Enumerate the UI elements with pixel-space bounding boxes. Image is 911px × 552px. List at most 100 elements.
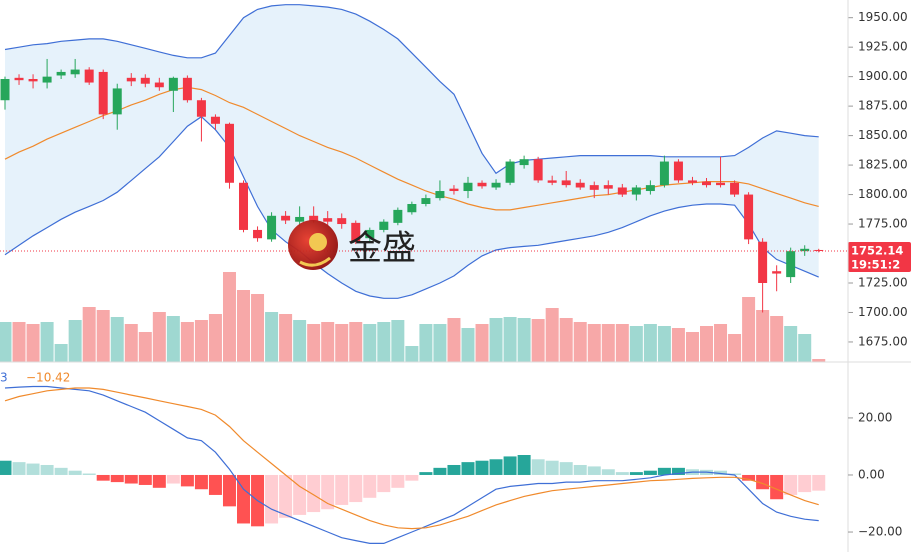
y-tick-label: 1850.00 <box>858 128 908 142</box>
volume-bar <box>208 314 222 362</box>
candle-body <box>112 88 122 115</box>
histogram-bar <box>26 463 40 475</box>
candle-body <box>561 180 571 186</box>
histogram-bar <box>489 459 503 475</box>
histogram-bar <box>587 466 601 475</box>
candle-body <box>42 76 52 83</box>
histogram-bar <box>335 474 349 505</box>
candle-body <box>0 79 10 101</box>
candle-body <box>393 209 403 223</box>
macd-line <box>4 387 819 530</box>
volume-bar <box>531 319 545 362</box>
histogram-bar <box>447 464 461 475</box>
volume-bar <box>419 324 433 362</box>
candle-body <box>800 248 810 252</box>
histogram-bar <box>54 467 68 475</box>
histogram-bar <box>166 474 180 484</box>
candle-body <box>673 161 683 181</box>
histogram-bar <box>110 474 124 483</box>
volume-bar <box>321 322 335 362</box>
candle-body <box>547 180 557 183</box>
volume-bar <box>251 294 265 362</box>
candle-body <box>154 82 164 88</box>
candle-body <box>196 100 206 117</box>
macd-value: 3 <box>0 371 8 385</box>
y-tick-label: 1700.00 <box>858 305 908 319</box>
volume-bar <box>12 322 26 362</box>
candle-body <box>603 185 613 189</box>
candle-body <box>730 182 740 195</box>
histogram-bar <box>629 472 643 475</box>
histogram-bar <box>377 474 391 493</box>
volume-bar <box>489 318 503 362</box>
histogram-bar <box>756 474 770 490</box>
volume-bar <box>461 328 475 362</box>
candle-body <box>98 71 108 115</box>
candle-body <box>407 203 417 213</box>
histogram-bar <box>657 467 671 475</box>
volume-bar <box>363 324 377 362</box>
volume-bar <box>433 324 447 362</box>
volume-bar <box>68 320 82 362</box>
volume-bar <box>756 310 770 362</box>
candle-body <box>505 161 515 183</box>
volume-bar <box>601 324 615 362</box>
volume-bar <box>784 326 798 362</box>
volume-bar <box>657 326 671 362</box>
histogram-bar <box>40 464 54 475</box>
histogram-bar <box>545 460 559 475</box>
histogram-bar <box>279 474 293 518</box>
histogram-bar <box>363 474 377 498</box>
y-tick-label: 0.00 <box>858 467 885 481</box>
candle-body <box>210 116 220 124</box>
candle-body <box>84 69 94 83</box>
histogram-bar <box>96 474 110 481</box>
histogram-bar <box>531 459 545 475</box>
candle-body <box>323 218 333 222</box>
volume-bar <box>40 322 54 362</box>
band-line <box>4 4 819 175</box>
volume-bar <box>798 334 812 362</box>
candle-body <box>533 159 543 181</box>
candle-body <box>702 181 711 186</box>
watermark-text: 金盛 <box>348 229 416 269</box>
y-tick-label: 1900.00 <box>858 69 908 83</box>
histogram-bar <box>601 469 615 475</box>
volume-bar <box>0 322 12 362</box>
candle-body <box>477 182 487 187</box>
histogram-bar <box>475 460 489 475</box>
candle-body <box>814 249 824 251</box>
volume-bar <box>714 324 728 362</box>
candle-body <box>351 222 361 242</box>
histogram-bar <box>124 474 138 484</box>
histogram-bar <box>714 470 728 475</box>
histogram-bar <box>208 474 222 495</box>
candle-body <box>182 77 192 101</box>
candle-body <box>14 77 24 81</box>
candle-body <box>70 69 80 75</box>
histogram-bar <box>138 474 152 485</box>
candle-body <box>126 77 136 82</box>
volume-bar <box>503 317 517 362</box>
volume-bar <box>152 312 166 362</box>
candle-body <box>337 218 347 225</box>
band-line <box>4 115 819 299</box>
candle-body <box>645 185 655 192</box>
candle-body <box>435 191 445 199</box>
candle-body <box>758 241 768 283</box>
volume-bar <box>166 316 180 362</box>
candle-body <box>617 187 627 195</box>
volume-bar <box>559 318 573 362</box>
volume-bar <box>96 310 110 362</box>
macd-line <box>4 385 819 544</box>
candle-body <box>491 182 501 188</box>
price-panel: 1950.00 1925.00 1900.00 1875.00 1850.00 1825.… <box>0 4 911 362</box>
histogram-bar <box>307 474 321 513</box>
candle-body <box>253 229 263 239</box>
y-tick-label: 1825.00 <box>858 158 908 172</box>
histogram-bar <box>812 474 826 491</box>
y-tick-label: 1725.00 <box>858 275 908 289</box>
histogram-bar <box>265 474 279 524</box>
histogram-bar <box>321 474 335 510</box>
candle-body <box>56 71 66 76</box>
